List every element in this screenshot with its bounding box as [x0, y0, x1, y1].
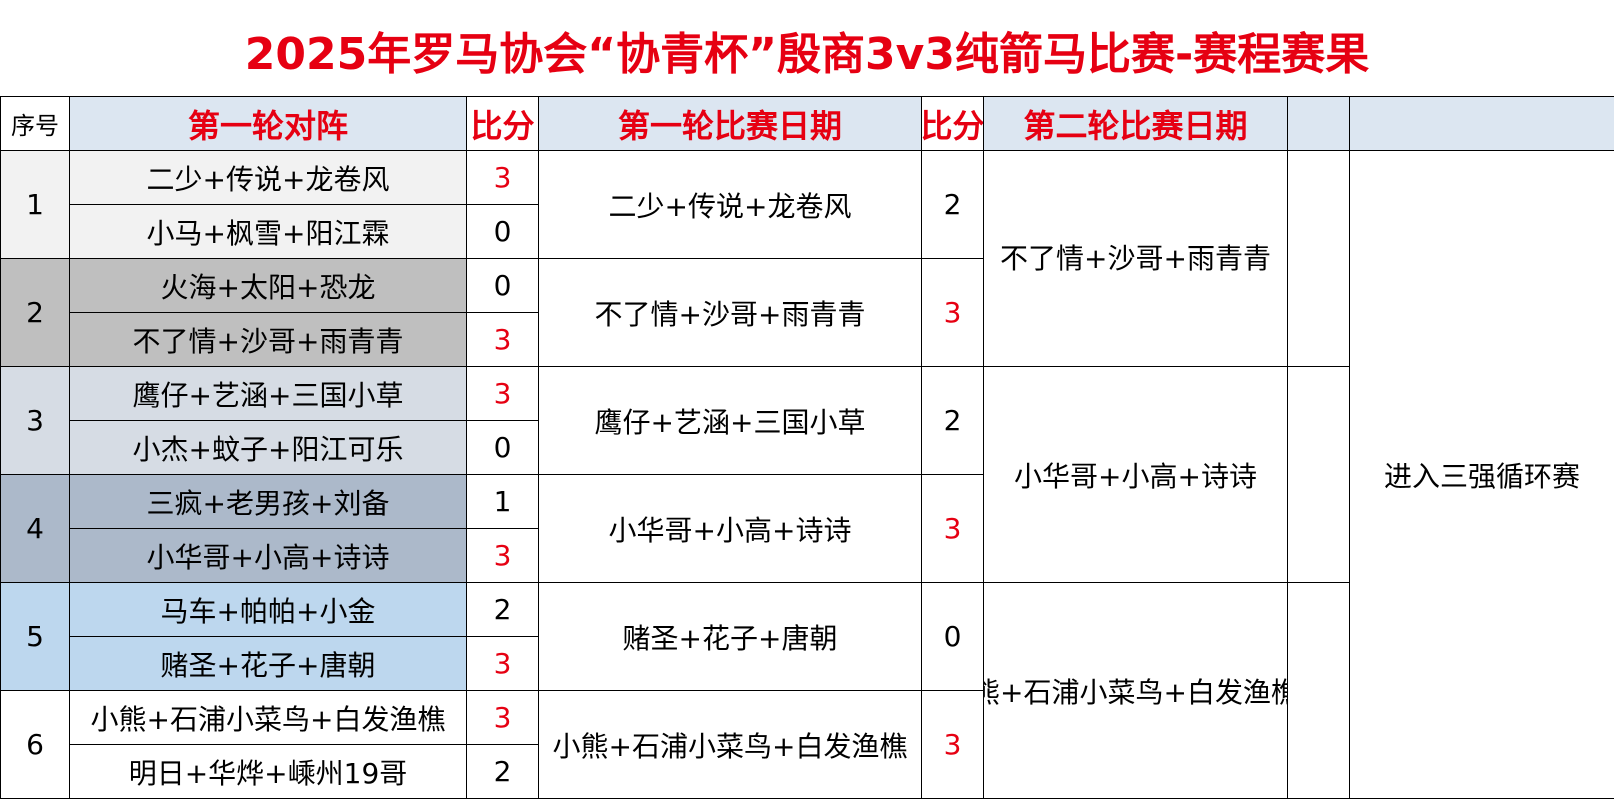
round2-score: 3	[921, 474, 984, 583]
team-name: 不了情+沙哥+雨青青	[69, 312, 467, 367]
team-name: 小华哥+小高+诗诗	[69, 528, 467, 583]
team-name: 明日+华烨+嵊州19哥	[69, 744, 467, 799]
round1-winner: 不了情+沙哥+雨青青	[538, 258, 922, 367]
round1-winner: 小熊+石浦小菜鸟+白发渔樵	[538, 690, 922, 799]
team-name: 小杰+蚊子+阳江可乐	[69, 420, 467, 475]
team-name: 三疯+老男孩+刘备	[69, 474, 467, 529]
header-round1-score: 比分	[466, 96, 539, 151]
team-name: 小熊+石浦小菜鸟+白发渔樵	[69, 690, 467, 745]
team-score: 3	[466, 636, 539, 691]
team-name: 鹰仔+艺涵+三国小草	[69, 366, 467, 421]
round2-score: 0	[921, 582, 984, 691]
round1-winner: 二少+传说+龙卷风	[538, 150, 922, 259]
team-score: 3	[466, 528, 539, 583]
group-number: 2	[0, 258, 70, 367]
team-score: 3	[466, 312, 539, 367]
team-name: 赌圣+花子+唐朝	[69, 636, 467, 691]
round1-winner: 鹰仔+艺涵+三国小草	[538, 366, 922, 475]
round2-score: 2	[921, 366, 984, 475]
blank-cell	[1287, 150, 1350, 367]
header-blank	[1287, 96, 1350, 151]
team-name: 二少+传说+龙卷风	[69, 150, 467, 205]
team-score: 1	[466, 474, 539, 529]
team-score: 3	[466, 690, 539, 745]
header-blank	[1349, 96, 1614, 151]
page-title: 2025年罗马协会“协青杯”殷商3v3纯箭马比赛-赛程赛果	[244, 29, 1370, 80]
team-score: 0	[466, 204, 539, 259]
group-number: 1	[0, 150, 70, 259]
group-number: 5	[0, 582, 70, 691]
round1-winner: 赌圣+花子+唐朝	[538, 582, 922, 691]
blank-cell	[1287, 582, 1350, 799]
group-number: 4	[0, 474, 70, 583]
team-score: 3	[466, 150, 539, 205]
team-score: 2	[466, 582, 539, 637]
header-round2-date: 第二轮比赛日期	[983, 96, 1288, 151]
header-round1-matchup: 第一轮对阵	[69, 96, 467, 151]
team-score: 2	[466, 744, 539, 799]
header-number: 序号	[0, 96, 70, 151]
round2-score: 3	[921, 690, 984, 799]
round2-score: 2	[921, 150, 984, 259]
team-name: 火海+太阳+恐龙	[69, 258, 467, 313]
group-number: 6	[0, 690, 70, 799]
blank-cell	[1287, 366, 1350, 583]
team-score: 0	[466, 420, 539, 475]
round2-team: 小华哥+小高+诗诗	[983, 366, 1288, 583]
final-note: 进入三强循环赛	[1349, 150, 1614, 799]
round2-score: 3	[921, 258, 984, 367]
round1-winner: 小华哥+小高+诗诗	[538, 474, 922, 583]
round2-team: 不了情+沙哥+雨青青	[983, 150, 1288, 367]
team-score: 3	[466, 366, 539, 421]
team-score: 0	[466, 258, 539, 313]
group-number: 3	[0, 366, 70, 475]
team-name: 小马+枫雪+阳江霖	[69, 204, 467, 259]
round2-team: 熊+石浦小菜鸟+白发渔樵	[983, 582, 1288, 799]
header-round1-date: 第一轮比赛日期	[538, 96, 922, 151]
team-name: 马车+帕帕+小金	[69, 582, 467, 637]
header-round2-score: 比分	[921, 96, 984, 151]
